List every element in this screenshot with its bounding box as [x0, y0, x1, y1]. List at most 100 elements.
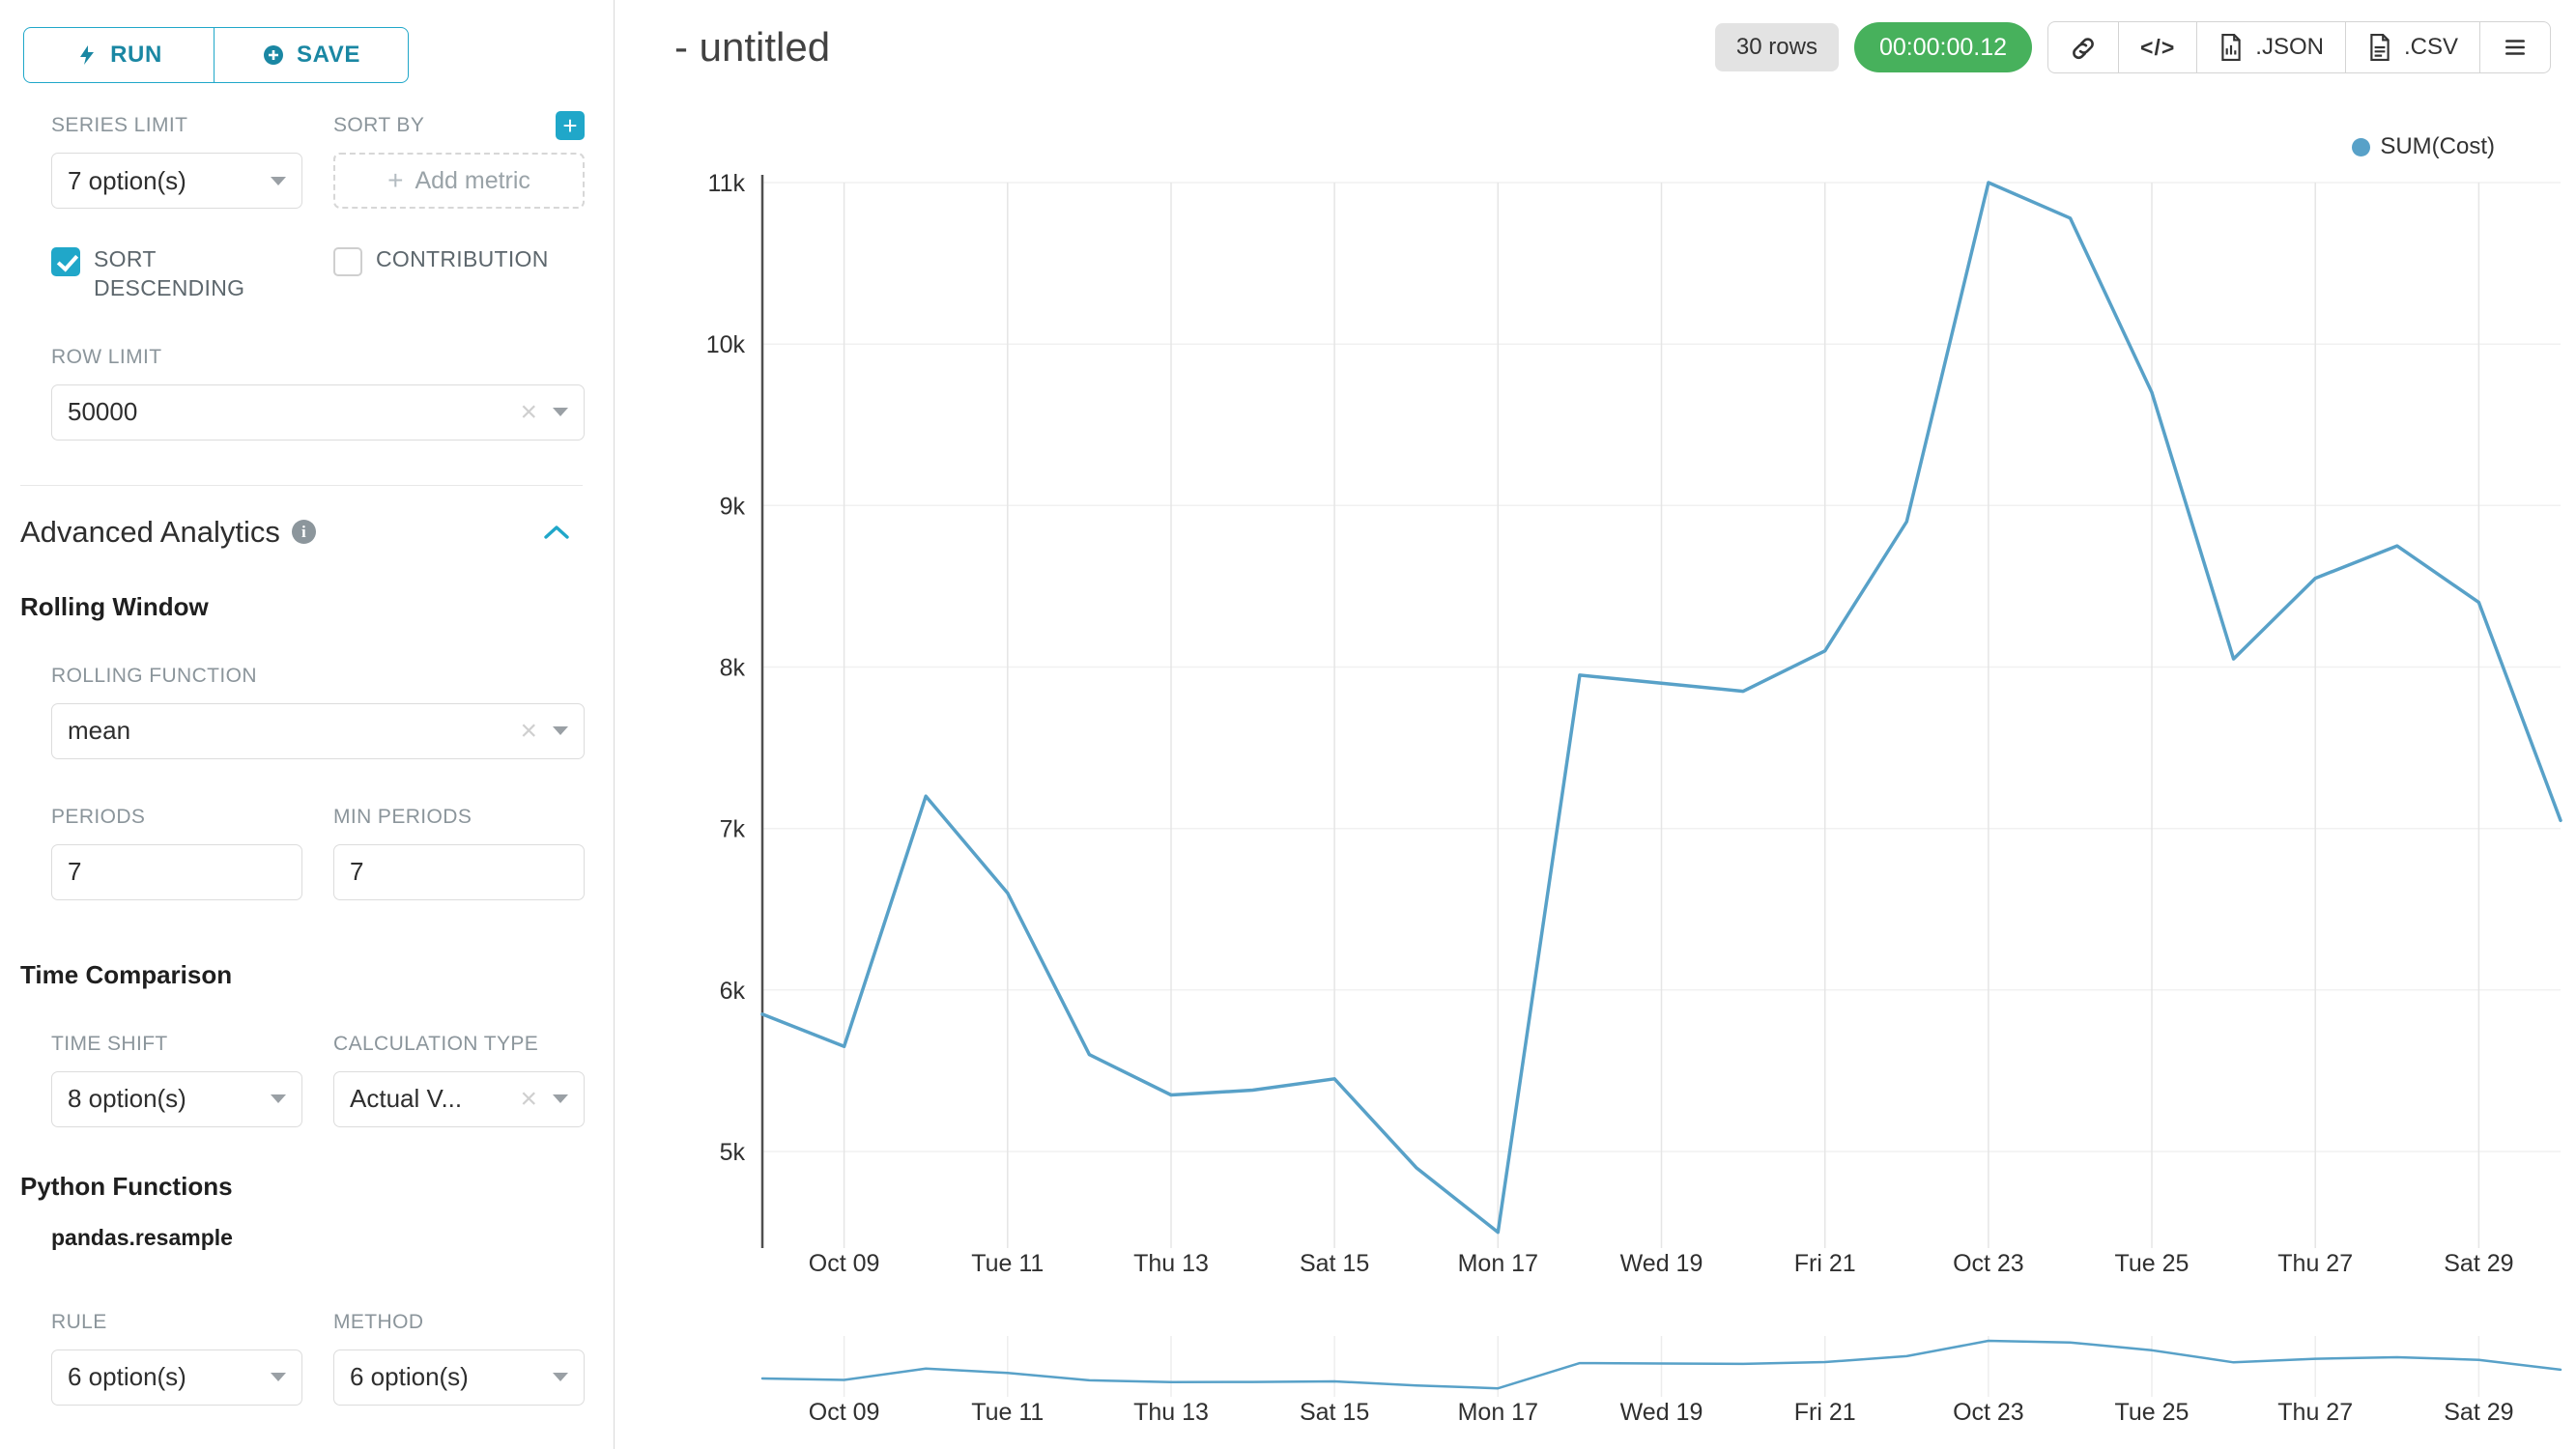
row-limit-value: 50000: [68, 397, 138, 427]
time-shift-label: TIME SHIFT: [51, 1033, 168, 1056]
svg-text:6k: 6k: [720, 978, 746, 1005]
add-metric-plus-button[interactable]: +: [556, 111, 585, 140]
method-select[interactable]: 6 option(s): [333, 1349, 585, 1406]
rolling-window-title: Rolling Window: [20, 591, 209, 621]
svg-text:Sat 29: Sat 29: [2444, 1399, 2513, 1426]
export-json-button[interactable]: .JSON: [2196, 21, 2346, 73]
periods-input[interactable]: 7: [51, 843, 302, 900]
chart-title[interactable]: - untitled: [674, 24, 831, 70]
run-button-label: RUN: [110, 42, 162, 68]
view-query-button[interactable]: </>: [2118, 21, 2198, 73]
svg-text:Wed 19: Wed 19: [1620, 1399, 1703, 1426]
svg-text:Mon 17: Mon 17: [1458, 1399, 1538, 1426]
contribution-checkbox[interactable]: CONTRIBUTION: [333, 245, 585, 276]
clear-icon[interactable]: ×: [520, 395, 537, 428]
svg-text:Oct 23: Oct 23: [1953, 1250, 2024, 1277]
csv-file-icon: [2367, 34, 2392, 61]
clear-icon[interactable]: ×: [520, 1082, 537, 1115]
svg-text:Tue 11: Tue 11: [971, 1250, 1044, 1277]
min-periods-input[interactable]: 7: [333, 843, 585, 900]
svg-text:Fri 21: Fri 21: [1794, 1399, 1856, 1426]
legend-series-label: SUM(Cost): [2380, 133, 2495, 159]
svg-text:8k: 8k: [720, 655, 746, 682]
svg-text:Fri 21: Fri 21: [1794, 1250, 1856, 1277]
row-limit-select[interactable]: 50000 ×: [51, 384, 585, 440]
svg-text:9k: 9k: [720, 493, 746, 520]
save-button[interactable]: SAVE: [214, 27, 409, 83]
chart-menu-button[interactable]: [2479, 21, 2551, 73]
sort-by-add-metric[interactable]: + Add metric: [333, 153, 585, 209]
series-limit-value: 7 option(s): [68, 165, 186, 195]
save-button-label: SAVE: [297, 42, 360, 68]
plus-icon: +: [387, 165, 404, 195]
chart-panel: - untitled 30 rows 00:00:00.12 </: [615, 0, 2576, 1449]
run-button[interactable]: RUN: [23, 27, 215, 83]
rolling-function-label: ROLLING FUNCTION: [51, 665, 257, 688]
svg-text:Sat 15: Sat 15: [1300, 1250, 1369, 1277]
row-count-badge: 30 rows: [1714, 23, 1839, 71]
checkbox-icon: [333, 247, 362, 276]
chart-legend[interactable]: SUM(Cost): [2352, 133, 2495, 160]
chevron-down-icon: [271, 176, 286, 185]
clear-icon[interactable]: ×: [520, 714, 537, 747]
svg-text:10k: 10k: [706, 331, 746, 358]
series-limit-select[interactable]: 7 option(s): [51, 153, 302, 209]
svg-text:Thu 27: Thu 27: [2277, 1399, 2353, 1426]
lightning-icon: [75, 43, 99, 67]
advanced-analytics-header[interactable]: Advanced Analytics i: [20, 515, 585, 550]
svg-text:Tue 11: Tue 11: [971, 1399, 1044, 1426]
checkbox-icon: [51, 247, 80, 276]
link-icon: [2070, 34, 2097, 61]
series-color-dot: [2352, 137, 2371, 156]
info-icon[interactable]: i: [291, 520, 316, 545]
control-panel: RUN SAVE SERIES LIMIT 7 option(s): [0, 0, 615, 1449]
svg-text:Sat 15: Sat 15: [1300, 1399, 1369, 1426]
svg-text:11k: 11k: [708, 170, 746, 197]
chart-header: - untitled 30 rows 00:00:00.12 </: [615, 21, 2576, 73]
svg-text:Tue 25: Tue 25: [2115, 1399, 2190, 1426]
rule-label: RULE: [51, 1311, 107, 1334]
time-comparison-title: Time Comparison: [20, 959, 233, 989]
series-limit-label: SERIES LIMIT: [51, 114, 188, 137]
min-periods-value: 7: [350, 857, 364, 887]
svg-text:Tue 25: Tue 25: [2115, 1250, 2190, 1277]
svg-text:Oct 23: Oct 23: [1953, 1399, 2024, 1426]
time-shift-select[interactable]: 8 option(s): [51, 1070, 302, 1127]
svg-text:Mon 17: Mon 17: [1458, 1250, 1538, 1277]
periods-label: PERIODS: [51, 806, 146, 829]
svg-text:Oct 09: Oct 09: [809, 1250, 880, 1277]
svg-text:Sat 29: Sat 29: [2444, 1250, 2513, 1277]
min-periods-label: MIN PERIODS: [333, 806, 472, 829]
hamburger-menu-icon: [2503, 35, 2528, 60]
time-shift-value: 8 option(s): [68, 1084, 186, 1114]
method-value: 6 option(s): [350, 1362, 469, 1392]
add-metric-placeholder: Add metric: [415, 166, 530, 194]
advanced-analytics-title: Advanced Analytics: [20, 514, 280, 549]
calculation-type-select[interactable]: Actual V... ×: [333, 1070, 585, 1127]
export-csv-button[interactable]: .CSV: [2344, 21, 2480, 73]
calculation-type-value: Actual V...: [350, 1084, 463, 1114]
csv-button-label: .CSV: [2403, 34, 2458, 60]
code-icon: </>: [2140, 34, 2176, 60]
plus-circle-icon: [262, 43, 285, 67]
sort-by-label: SORT BY: [333, 114, 425, 137]
chevron-up-icon[interactable]: [542, 523, 571, 542]
rule-select[interactable]: 6 option(s): [51, 1349, 302, 1406]
json-file-icon: [2218, 34, 2244, 61]
json-button-label: .JSON: [2255, 34, 2324, 60]
rule-value: 6 option(s): [68, 1362, 186, 1392]
svg-text:Thu 13: Thu 13: [1133, 1250, 1209, 1277]
periods-value: 7: [68, 857, 82, 887]
chevron-down-icon: [553, 408, 568, 417]
timeseries-line-chart[interactable]: 11k 10k 9k 8k 7k 6k 5k Oct 09 Oct 09 Tue 11 Tue 11…: [615, 0, 2576, 1449]
rolling-function-select[interactable]: mean ×: [51, 702, 585, 759]
contribution-label: CONTRIBUTION: [376, 246, 549, 271]
method-label: METHOD: [333, 1311, 424, 1334]
svg-text:5k: 5k: [720, 1139, 746, 1166]
svg-text:Oct 09: Oct 09: [809, 1399, 880, 1426]
chevron-down-icon: [271, 1373, 286, 1382]
sort-descending-checkbox[interactable]: SORT DESCENDING: [51, 245, 302, 303]
svg-text:Wed 19: Wed 19: [1620, 1250, 1703, 1277]
run-save-button-group: RUN SAVE: [23, 27, 614, 83]
